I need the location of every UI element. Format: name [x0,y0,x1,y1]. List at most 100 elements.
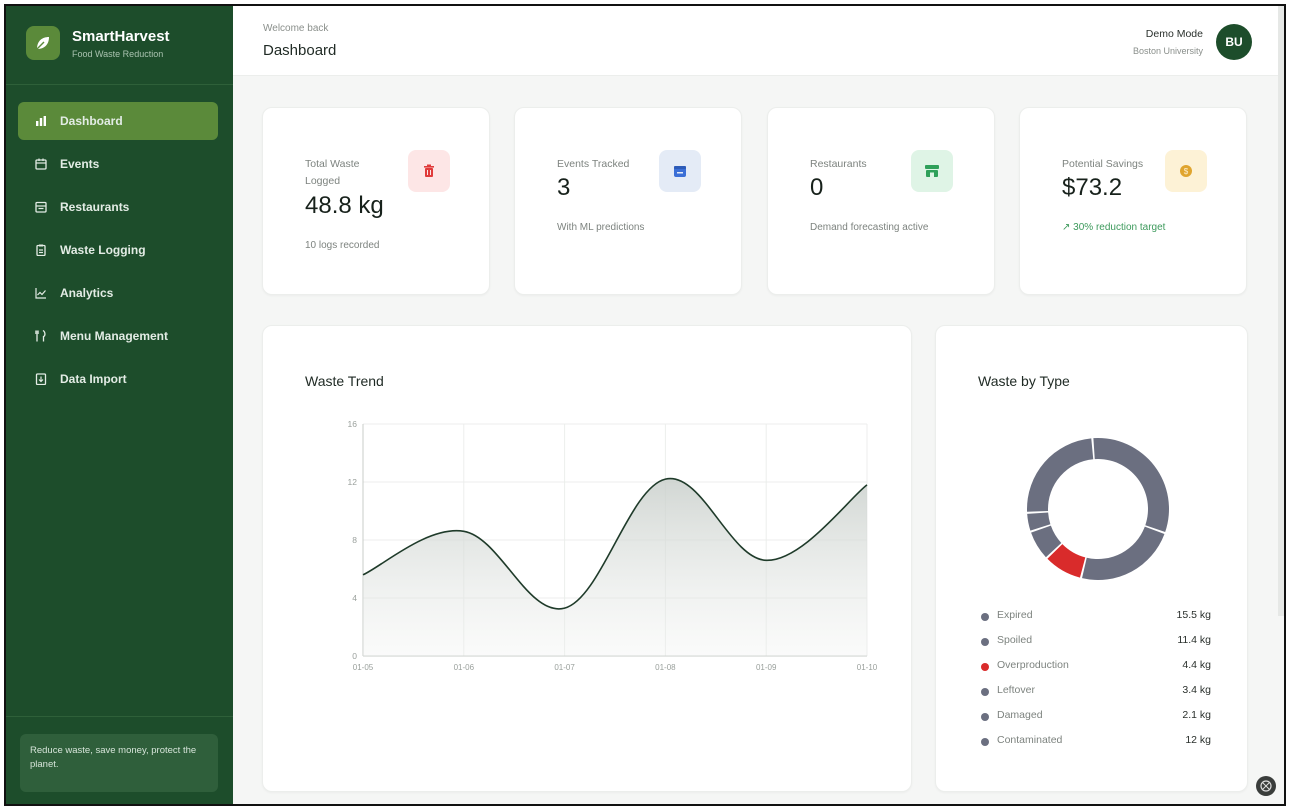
sidebar-item-label: Analytics [60,286,114,300]
sidebar-item-label: Waste Logging [60,243,146,257]
trending-up-icon: ↗ [1062,222,1074,233]
donut-slice-damaged[interactable] [1027,512,1051,531]
stat-label: Total Waste Logged [305,158,360,187]
legend-dot [981,613,989,621]
y-tick-label: 0 [352,651,357,661]
donut-legend: Expired 15.5 kg Spoiled 11.4 kg Overproducti… [981,609,1211,759]
legend-label: Leftover [997,684,1035,696]
utensils-icon [34,329,48,343]
store-icon [911,150,953,192]
stat-value: 48.8 kg [305,192,384,219]
calendar-icon [34,157,48,171]
waste-trend-card: Waste Trend 0 4 8 12 16 01-05 01-06 01-07 01-08 0… [262,325,912,792]
stat-subtext: Demand forecasting active [810,222,929,233]
calendar-icon [659,150,701,192]
donut-slice-expired[interactable] [1093,438,1169,532]
stat-value: $73.2 [1062,174,1123,201]
sidebar-item-data-import[interactable]: Data Import [18,360,218,398]
sidebar-item-analytics[interactable]: Analytics [18,274,218,312]
donut-slice-spoiled[interactable] [1082,526,1165,580]
avatar[interactable]: BU [1216,24,1252,60]
store-icon [34,200,48,214]
legend-item: Damaged 2.1 kg [981,709,1211,734]
svg-text:$: $ [1184,167,1189,176]
legend-value: 3.4 kg [1182,684,1211,696]
divider [6,716,233,717]
page-title: Dashboard [263,42,337,59]
legend-value: 12 kg [1185,734,1211,746]
legend-label: Overproduction [997,659,1069,671]
legend-dot [981,688,989,696]
y-tick-label: 8 [352,535,357,545]
stat-value: 3 [557,174,571,201]
sidebar-nav: Dashboard Events Restaurants Waste Loggi… [18,102,218,403]
sidebar-tagline: Reduce waste, save money, protect the pl… [20,734,218,792]
app-window: SmartHarvest Food Waste Reduction Dashbo… [4,4,1286,806]
brand-subtitle: Food Waste Reduction [72,48,164,59]
x-tick-label: 01-05 [353,663,374,672]
legend-value: 11.4 kg [1177,634,1211,646]
donut-slice-leftover[interactable] [1031,525,1062,558]
trend-area-fill [363,478,867,656]
y-tick-label: 4 [352,593,357,603]
user-organization: Boston University [1132,46,1203,56]
waste-trend-chart: 0 4 8 12 16 01-05 01-06 01-07 01-08 01-09 01-10 [348,419,878,672]
sidebar-item-waste-logging[interactable]: Waste Logging [18,231,218,269]
sidebar: SmartHarvest Food Waste Reduction Dashbo… [6,6,233,804]
stat-card-restaurants: Restaurants 0 Demand forecasting active [767,107,995,295]
chart-title: Waste by Type [978,373,1070,389]
sidebar-item-dashboard[interactable]: Dashboard [18,102,218,140]
sidebar-item-label: Menu Management [60,329,169,343]
divider [6,84,233,85]
legend-dot [981,713,989,721]
sidebar-item-label: Restaurants [60,200,130,214]
line-chart-icon [34,286,48,300]
x-tick-label: 01-08 [655,663,676,672]
x-tick-label: 01-06 [454,663,475,672]
stat-subtext: ↗ 30% reduction target [1062,219,1165,236]
sidebar-item-restaurants[interactable]: Restaurants [18,188,218,226]
trash-icon [408,150,450,192]
clipboard-icon [34,243,48,257]
y-tick-label: 12 [348,477,358,487]
donut-slice-overproduction[interactable] [1047,544,1086,578]
help-icon [1260,780,1272,792]
trend-series-line [362,477,868,610]
user-name: Demo Mode [1145,28,1203,40]
brand-name: SmartHarvest [72,27,170,45]
legend-item: Leftover 3.4 kg [981,684,1211,709]
x-tick-label: 01-07 [554,663,575,672]
sidebar-item-label: Events [60,157,100,171]
legend-dot [981,638,989,646]
stat-card-total-waste: Total Waste Logged 48.8 kg 10 logs recor… [262,107,490,295]
welcome-text: Welcome back [263,23,329,34]
coin-icon: $ [1165,150,1207,192]
stat-card-events: Events Tracked 3 With ML predictions [514,107,742,295]
donut-slice-contaminated[interactable] [1027,438,1094,512]
legend-value: 4.4 kg [1182,659,1211,671]
help-button[interactable] [1256,776,1276,796]
stat-label: Events Tracked [557,158,630,170]
legend-item: Expired 15.5 kg [981,609,1211,634]
legend-item: Spoiled 11.4 kg [981,634,1211,659]
sidebar-item-events[interactable]: Events [18,145,218,183]
sidebar-item-menu-management[interactable]: Menu Management [18,317,218,355]
chart-title: Waste Trend [305,373,384,389]
legend-dot [981,738,989,746]
sidebar-item-label: Data Import [60,372,127,386]
legend-item: Contaminated 12 kg [981,734,1211,759]
legend-value: 15.5 kg [1176,609,1211,621]
waste-by-type-card: Waste by Type Expired 15.5 kg Spoiled 11.4 … [935,325,1248,792]
stat-value: 0 [810,174,824,201]
leaf-icon [26,26,60,60]
file-import-icon [34,372,48,386]
legend-dot [981,663,989,671]
waste-by-type-donut [1027,438,1169,580]
brand[interactable]: SmartHarvest Food Waste Reduction [26,26,170,60]
bar-chart-icon [34,114,48,128]
top-header: Welcome back Dashboard Demo Mode Boston … [233,6,1278,76]
legend-label: Expired [997,609,1033,621]
scrollbar[interactable] [1278,6,1284,616]
savings-target-text: 30% reduction target [1073,222,1166,233]
stat-subtext: With ML predictions [557,222,645,233]
